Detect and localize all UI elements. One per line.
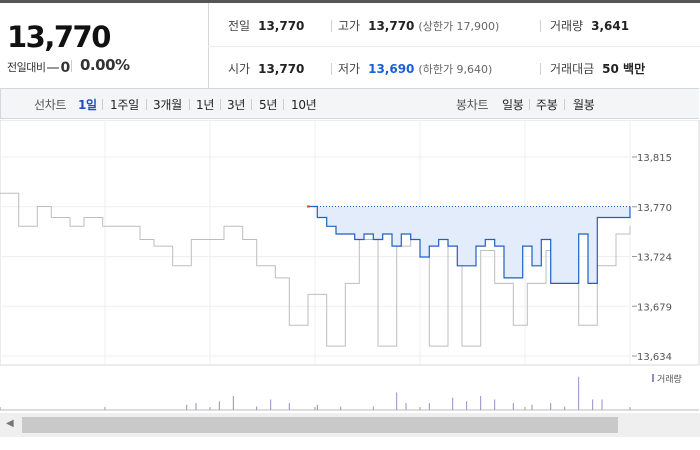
previous-day-line (0, 192, 631, 347)
candle-chart-label: 봉차트 (456, 98, 489, 112)
period-divider (564, 99, 565, 110)
stat-label: 거래량 (550, 19, 584, 33)
change-label: 전일대비 (7, 61, 46, 74)
today-series (307, 205, 631, 284)
stat-value: 3,641 (591, 19, 630, 33)
volume-legend-label: 거래량 (657, 373, 682, 385)
stats-row-divider (208, 46, 700, 47)
period-toolbar: 선차트 1일 1주일 3개월 1년 3년 5년 10년 봉차트 일봉 주봉 월봉 (0, 88, 699, 119)
stat-value: 13,770 (368, 19, 415, 33)
period-divider (251, 99, 252, 110)
period-3y[interactable]: 3년 (227, 98, 246, 112)
prev-close-marker (307, 205, 310, 208)
period-divider (102, 99, 103, 110)
period-divider (189, 99, 190, 110)
stat-label: 거래대금 (550, 62, 595, 76)
stat-label: 전일 (228, 19, 251, 33)
previous-day-series (0, 192, 631, 347)
scroll-thumb[interactable] (22, 417, 618, 433)
period-3m[interactable]: 3개월 (153, 98, 182, 112)
stat-value: 13,690 (368, 62, 415, 76)
scroll-left-icon[interactable]: ◀ (6, 418, 14, 429)
stat-upper-limit: (상한가 17,900) (418, 20, 500, 33)
period-divider (529, 99, 530, 110)
change-value: 0 (60, 60, 70, 76)
y-tick-label: 13,634 (637, 352, 672, 363)
y-tick-label: 13,724 (637, 253, 672, 264)
period-divider (283, 99, 284, 110)
price-summary: 13,770 전일대비 0 0.00% (0, 3, 209, 88)
stat-label: 저가 (338, 62, 361, 76)
change-percent: 0.00% (80, 56, 130, 74)
candle-daily[interactable]: 일봉 (502, 98, 524, 112)
period-10y[interactable]: 10년 (291, 98, 317, 112)
stat-label: 고가 (338, 19, 361, 33)
price-panel-frame (0, 120, 700, 366)
stat-divider (331, 63, 332, 75)
y-tick-label: 13,770 (637, 203, 672, 214)
quote-stats: 전일 13,770 고가 13,770 (상한가 17,900) 거래량 3,641 시… (208, 3, 700, 88)
stat-volume: 거래량 3,641 (550, 17, 629, 34)
period-divider (146, 99, 147, 110)
period-5y[interactable]: 5년 (259, 98, 278, 112)
stat-high: 고가 13,770 (상한가 17,900) (338, 17, 499, 34)
candle-monthly[interactable]: 월봉 (573, 98, 595, 112)
stat-divider (331, 20, 332, 32)
price-chart: 13,815 13,770 13,724 13,679 13,634 거래량 (0, 120, 700, 411)
stat-value: 13,770 (258, 62, 305, 76)
line-chart-label: 선차트 (34, 98, 67, 112)
stat-prev-close: 전일 13,770 (228, 17, 304, 34)
stat-value: 13,770 (258, 19, 305, 33)
stat-lower-limit: (하한가 9,640) (418, 63, 493, 76)
stat-open: 시가 13,770 (228, 60, 304, 77)
stat-low: 저가 13,690 (하한가 9,640) (338, 60, 492, 77)
y-axis: 13,815 13,770 13,724 13,679 13,634 (632, 153, 672, 363)
change-label-group: 전일대비 0 (7, 59, 70, 76)
period-divider (220, 99, 221, 110)
stat-value: 50 백만 (602, 62, 646, 76)
volume-panel: 거래량 (0, 373, 699, 411)
top-border (0, 0, 700, 3)
today-line (308, 205, 631, 284)
stat-label: 시가 (228, 62, 251, 76)
flat-change-icon (47, 67, 60, 69)
y-tick-label: 13,815 (637, 153, 672, 164)
current-price: 13,770 (7, 20, 111, 54)
candle-weekly[interactable]: 주봉 (536, 98, 558, 112)
stat-divider (540, 20, 541, 32)
stat-divider (540, 63, 541, 75)
chart-scrollbar[interactable]: ◀ (0, 413, 700, 437)
period-1y[interactable]: 1년 (196, 98, 215, 112)
y-tick-label: 13,679 (637, 302, 672, 313)
today-area (308, 206, 630, 284)
volume-legend-swatch (652, 374, 654, 382)
period-1w[interactable]: 1주일 (110, 98, 139, 112)
stat-amount: 거래대금 50 백만 (550, 60, 645, 77)
period-1d[interactable]: 1일 (78, 98, 97, 112)
change-divider (71, 60, 72, 72)
